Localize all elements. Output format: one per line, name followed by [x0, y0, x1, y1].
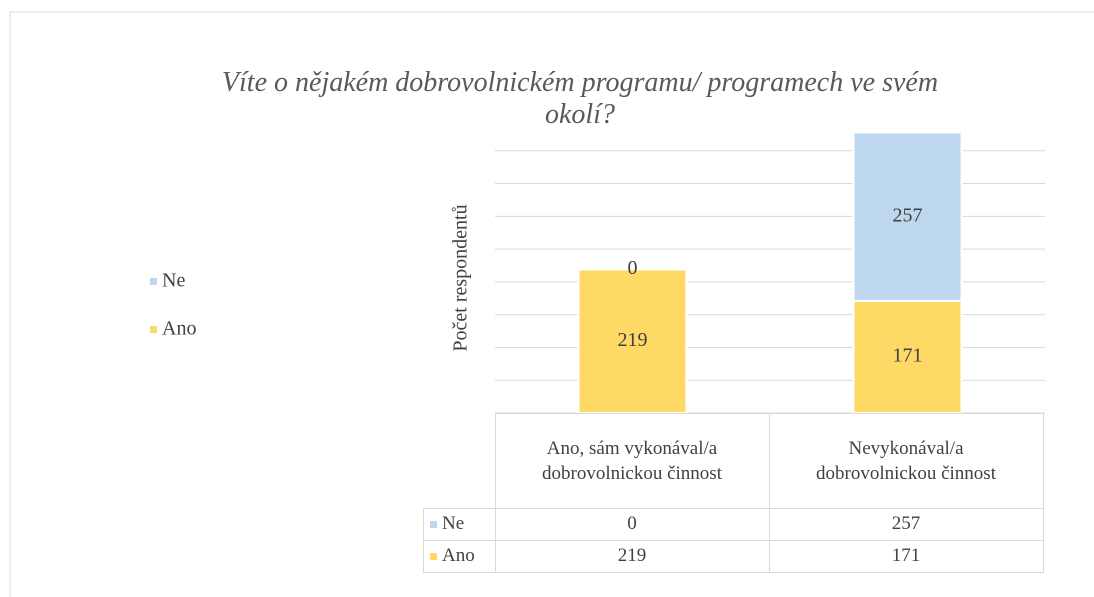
legend-swatch — [430, 553, 437, 561]
data-label: 171 — [893, 345, 923, 367]
table-row: Ano 219 171 — [423, 539, 1044, 573]
table-series-name: Ne — [442, 513, 465, 534]
table-header-row: Ano, sám vykonával/a dobrovolnickou činn… — [423, 413, 1044, 509]
legend-label: Ne — [162, 270, 185, 292]
table-row: Ne 0 257 — [423, 507, 1044, 541]
bar-segment — [852, 131, 963, 302]
table-value: 0 — [494, 507, 770, 541]
data-label: 257 — [893, 204, 923, 226]
table-value: 257 — [768, 507, 1044, 541]
y-axis-label: Počet respondentů — [450, 204, 472, 351]
table-value: 171 — [768, 539, 1044, 573]
chart-title: Víte o nějakém dobrovolnickém programu/ … — [222, 67, 938, 130]
table-series-name: Ano — [442, 545, 475, 566]
table-value: 219 — [494, 539, 770, 573]
legend-swatch — [150, 326, 157, 333]
legend-swatch — [430, 521, 437, 529]
legend-label: Ano — [162, 318, 196, 340]
table-corner — [423, 413, 496, 508]
bar-segment — [852, 299, 963, 414]
data-table: Ano, sám vykonával/a dobrovolnickou činn… — [423, 413, 1044, 573]
category-label: Ano, sám vykonával/a dobrovolnickou činn… — [494, 413, 770, 509]
data-label: 0 — [628, 257, 638, 279]
table-series-cell: Ne — [423, 507, 496, 541]
legend-swatch — [150, 278, 157, 285]
chart-border — [9, 11, 1094, 597]
bar-segment — [577, 268, 688, 414]
table-series-cell: Ano — [423, 539, 496, 573]
category-label: Nevykonával/a dobrovolnickou činnost — [768, 413, 1044, 509]
data-label: 219 — [618, 329, 648, 351]
